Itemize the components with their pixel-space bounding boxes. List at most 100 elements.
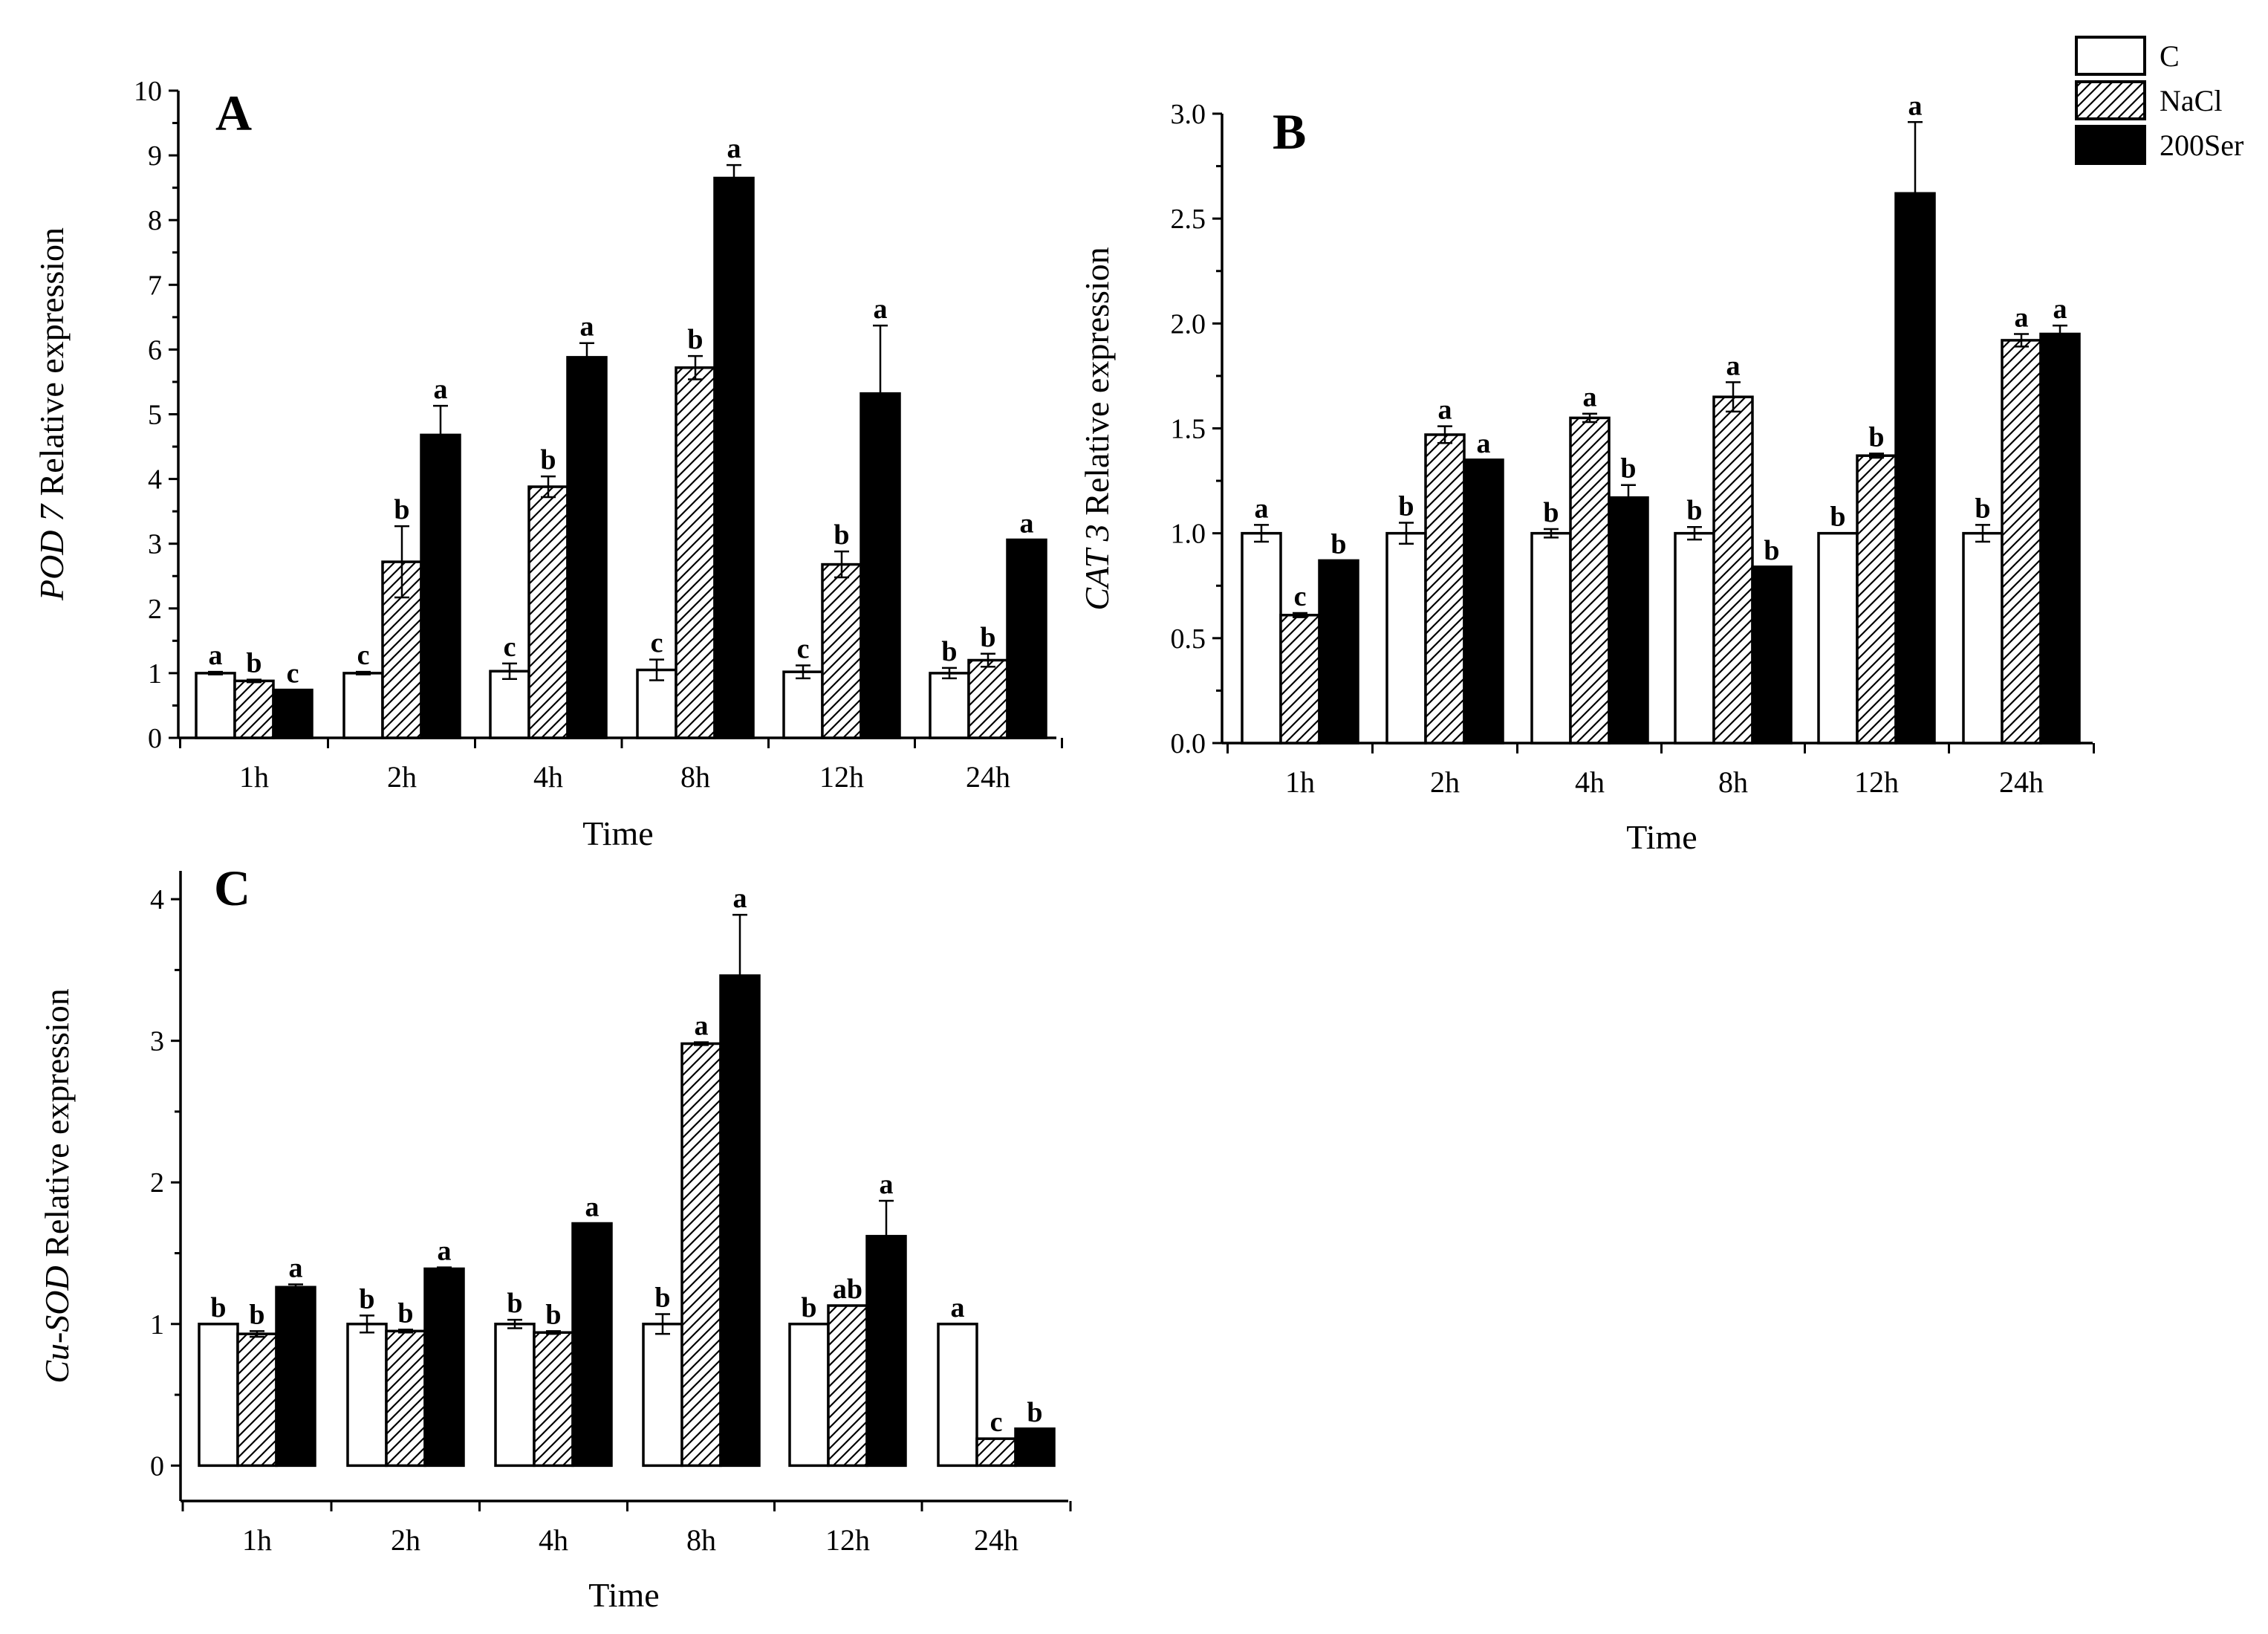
panel-b-y-tick-label: 0.5	[1171, 623, 1206, 655]
panel-b-significance-label: a	[1255, 493, 1269, 524]
panel-b-significance-label: b	[1398, 491, 1414, 522]
panel-b-bar-200ser-24h	[2039, 332, 2081, 745]
panel-c-significance-label: b	[359, 1283, 374, 1314]
legend-label-nacl: NaCl	[2160, 84, 2222, 117]
panel-a-x-tick-label: 12h	[819, 760, 864, 794]
panel-c-bar-c-24h	[937, 1323, 978, 1468]
panel-b-bar-c-4h	[1530, 531, 1572, 745]
panel-c-bar-nacl-12h	[827, 1304, 868, 1468]
panel-c-bar-nacl-2h	[385, 1329, 426, 1468]
panel-a: A Time POD 7 Relative expression 0 1 2 3 4 5 6…	[33, 76, 1063, 852]
panel-a-significance-label: c	[287, 658, 299, 690]
panel-b-significance-label: a	[1438, 395, 1452, 426]
panel-a-significance-label: a	[580, 311, 594, 343]
panel-a-significance-label: b	[980, 622, 995, 653]
panel-a-bar-200ser-2h	[420, 433, 461, 739]
panel-a-significance-label: c	[357, 640, 370, 671]
panel-b-y-title: CAT 3 Relative expression	[1078, 247, 1116, 610]
panel-a-y-title: POD 7 Relative expression	[33, 227, 71, 601]
panel-c-significance-label: b	[210, 1292, 226, 1323]
legend: C NaCl 200Ser	[2075, 36, 2243, 165]
panel-c-significance-label: b	[654, 1282, 670, 1313]
panel-c-y-tick-label: 0	[150, 1450, 164, 1482]
panel-b: B Time CAT 3 Relative expression 0.0 0.5 1…	[1078, 90, 2095, 856]
panel-c-bar-200ser-8h	[719, 974, 761, 1468]
panel-c-bar-c-8h	[642, 1323, 683, 1468]
panel-b-bar-nacl-4h	[1569, 416, 1611, 745]
panel-c-bar-c-12h	[788, 1323, 830, 1468]
panel-a-significance-label: c	[651, 628, 663, 659]
panel-b-x-ticks: 1h 2h 4h 8h 12h 24h	[1226, 743, 2095, 799]
panel-a-significance-label: b	[834, 519, 849, 551]
panel-a-bar-c-1h	[195, 672, 236, 739]
panel-a-label: A	[215, 85, 252, 141]
panel-b-y-tick-label: 3.0	[1171, 99, 1206, 130]
panel-b-bar-c-8h	[1674, 531, 1715, 745]
panel-a-y-tick-label: 6	[148, 334, 162, 366]
panel-c-y-ticks: 0 1 2 3 4	[150, 884, 181, 1482]
panel-b-y-ticks: 0.0 0.5 1.0 1.5 2.0 2.5 3.0	[1171, 99, 1222, 759]
panel-c-y-tick-label: 4	[150, 884, 164, 915]
panel-c-bar-c-2h	[346, 1323, 388, 1468]
panel-b-bar-200ser-12h	[1894, 192, 1936, 745]
legend-swatch-nacl	[2075, 80, 2146, 120]
panel-a-y-tick-label: 3	[148, 529, 162, 560]
panel-b-significance-label: c	[1294, 581, 1307, 612]
panel-c-x-tick-label: 24h	[974, 1523, 1018, 1557]
panel-a-x-title: Time	[582, 814, 653, 852]
panel-b-significance-label: a	[1908, 90, 1923, 121]
panel-b-y-tick-label: 1.5	[1171, 414, 1206, 445]
panel-b-y-tick-label: 1.0	[1171, 519, 1206, 550]
panel-a-significance-label: a	[727, 133, 741, 164]
panel-b-bar-200ser-1h	[1318, 559, 1359, 745]
panel-a-x-ticks: 1h 2h 4h 8h 12h 24h	[179, 738, 1063, 794]
panel-c-bar-c-1h	[198, 1323, 239, 1468]
panel-b-x-tick-label: 1h	[1285, 765, 1315, 799]
panel-b-x-tick-label: 4h	[1575, 765, 1605, 799]
panel-b-significance-label: b	[1686, 495, 1702, 526]
panel-c-significance-label: b	[1027, 1397, 1042, 1428]
panel-c-significance-label: a	[951, 1292, 965, 1323]
panel-a-bar-nacl-8h	[675, 366, 716, 739]
panel-c-significance-label: b	[545, 1299, 561, 1330]
panel-a-significance-label: c	[504, 632, 516, 663]
panel-b-y-tick-label: 0.0	[1171, 728, 1206, 759]
panel-b-significance-label: b	[1543, 497, 1559, 528]
panel-b-significance-label: a	[2015, 302, 2029, 333]
panel-c-y-tick-label: 1	[150, 1309, 164, 1340]
panel-a-significance-label: a	[209, 640, 223, 671]
panel-c-significance-label: b	[801, 1292, 816, 1323]
panel-c-x-tick-label: 12h	[825, 1523, 870, 1557]
panel-a-x-tick-label: 24h	[966, 760, 1010, 794]
panel-b-bar-c-12h	[1817, 531, 1859, 745]
panel-c-significance-label: a	[438, 1236, 452, 1267]
panel-a-significance-label: b	[540, 444, 556, 476]
panel-c-bar-200ser-2h	[423, 1267, 465, 1468]
panel-a-bar-200ser-1h	[272, 688, 313, 739]
panel-a-significance-label: a	[1020, 508, 1034, 539]
panel-a-x-tick-label: 1h	[239, 760, 269, 794]
panel-a-significance-label: a	[434, 374, 448, 405]
panel-a-y-tick-label: 4	[148, 464, 162, 496]
panel-c-bar-200ser-4h	[571, 1222, 613, 1468]
panel-b-bar-200ser-8h	[1751, 565, 1793, 745]
panel-c-bar-nacl-24h	[975, 1437, 1017, 1468]
panel-b-x-tick-label: 12h	[1854, 765, 1899, 799]
panel-b-bar-c-1h	[1241, 531, 1282, 745]
panel-a-bar-200ser-4h	[566, 356, 608, 739]
panel-c-significance-label: ab	[833, 1274, 862, 1305]
panel-a-x-tick-label: 4h	[533, 760, 563, 794]
panel-a-y-tick-label: 10	[134, 76, 162, 107]
panel-c-x-tick-label: 8h	[686, 1523, 716, 1557]
panel-a-bar-c-4h	[489, 670, 530, 739]
panel-c-y-title-suffix: Relative expression	[38, 988, 76, 1265]
panel-c-gene: Cu-SOD	[38, 1265, 76, 1383]
panel-c-y-tick-label: 2	[150, 1167, 164, 1199]
panel-a-bar-200ser-24h	[1006, 538, 1047, 739]
panel-b-significance-label: b	[1330, 528, 1346, 560]
panel-c-bar-200ser-12h	[865, 1234, 907, 1468]
panel-c-y-tick-label: 3	[150, 1026, 164, 1057]
panel-a-y-tick-label: 8	[148, 205, 162, 236]
panel-a-bar-200ser-8h	[713, 176, 755, 739]
